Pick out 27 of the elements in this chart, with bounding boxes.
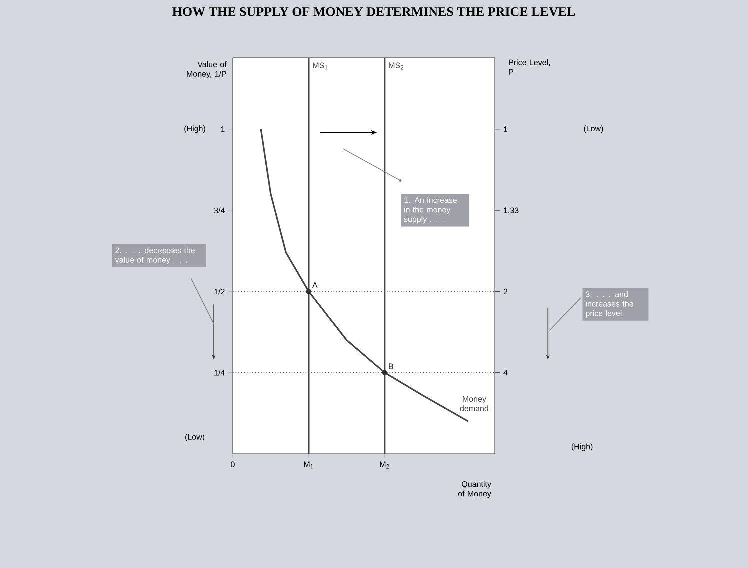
- y-tick-label: 1: [221, 126, 225, 132]
- annotation: 1. An increase in the money supply . . .: [404, 197, 457, 224]
- x-tick-label: M$_{2}$: [380, 462, 390, 469]
- x-tick-label: 0: [231, 462, 235, 468]
- x-tick-label: M$_{1}$: [304, 462, 314, 469]
- annotation: A: [312, 282, 318, 288]
- chart-title: HOW THE SUPPLY OF MONEY DETERMINES THE PRICE LEVEL: [172, 8, 576, 16]
- text: 3. . . . and increases the price level.: [586, 291, 634, 318]
- y-tick-label: 3/4: [214, 208, 225, 214]
- ref-line-label: MS$_{1}$: [313, 62, 328, 70]
- text: (High): [184, 126, 206, 134]
- text: 1: [504, 126, 508, 132]
- text: 2: [504, 288, 508, 294]
- text: 1.33: [504, 208, 519, 214]
- text: (Low): [584, 126, 604, 134]
- y2-axis-title: Price Level, P: [509, 60, 550, 75]
- y-axis-title: Value of Money, 1/P: [187, 62, 227, 78]
- ref-line-label: MS$_{2}$: [389, 62, 404, 70]
- annotation: B: [389, 364, 394, 370]
- y-tick-label: 1/2: [214, 288, 225, 295]
- text: 2. . . . decreases the value of money . . .: [115, 248, 196, 264]
- series-label: Money demand: [460, 396, 488, 412]
- x-axis-title: Quantity of Money: [458, 481, 492, 498]
- text: 4: [504, 370, 508, 376]
- text: (Low): [186, 434, 205, 442]
- text: (High): [572, 444, 593, 452]
- y-tick-label: 1/4: [214, 370, 225, 376]
